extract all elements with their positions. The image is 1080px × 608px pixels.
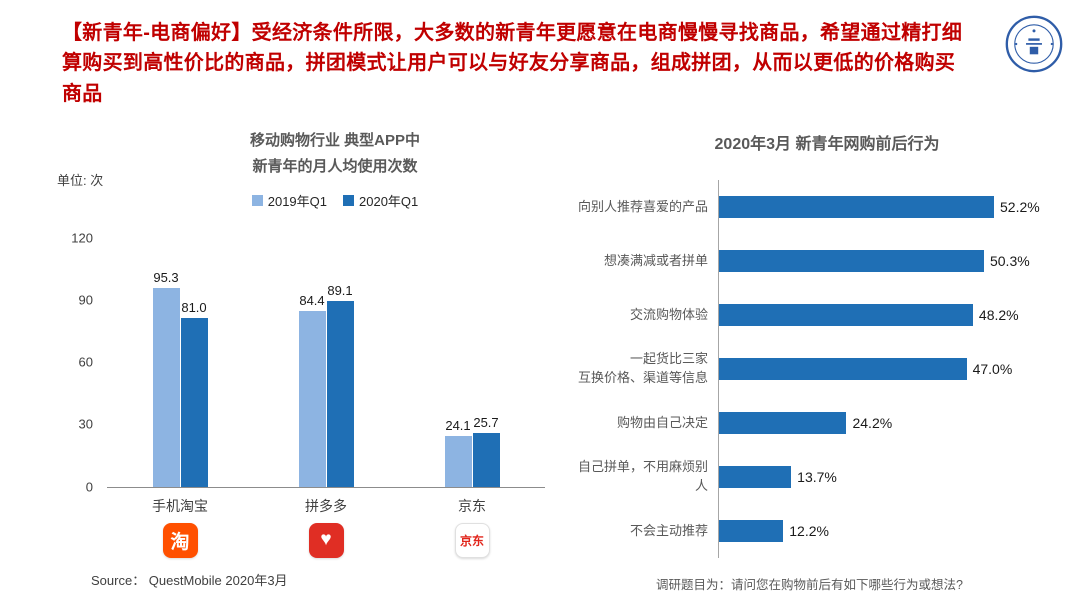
hbar-value-label: 13.7%	[797, 469, 837, 485]
bar-value-label: 84.4	[299, 292, 325, 308]
legend-label: 2020年Q1	[359, 193, 419, 209]
hbar-row: 向别人推荐喜爱的产品 52.2%	[578, 180, 1076, 234]
hbar	[719, 250, 984, 272]
bar-value-label: 95.3	[153, 269, 179, 285]
hbar-value-label: 47.0%	[972, 361, 1013, 377]
hbar	[719, 466, 792, 488]
hbar-zone: 24.2%	[718, 396, 1076, 450]
hbar-label: 不会主动推荐	[629, 522, 708, 538]
right-chart-title: 2020年3月 新青年网购前后行为	[714, 136, 940, 153]
university-logo	[1004, 14, 1064, 74]
pinduoduo-icon: ♥	[308, 522, 344, 558]
hbar-label: 自己拼单，不用麻烦别人	[578, 459, 709, 493]
category-label: 手机淘宝	[152, 497, 208, 514]
bar-groups: 95.3 81.0 84.4 89.1 24.1 25.7	[107, 238, 545, 487]
app-icon-cell: 淘	[107, 522, 253, 558]
hbar-value-label: 52.2%	[1000, 199, 1040, 215]
category-label: 京东	[458, 497, 486, 514]
hbar-row: 购物由自己决定 24.2%	[578, 396, 1076, 450]
jd-icon: 京东	[454, 522, 490, 558]
legend-swatch	[343, 194, 354, 206]
hbar-row: 想凑满减或者拼单 50.3%	[578, 234, 1076, 288]
hbar-value-label: 24.2%	[852, 415, 893, 431]
bar-wrap: 25.7	[472, 414, 500, 487]
hbar-row: 交流购物体验 48.2%	[578, 288, 1076, 342]
app-icon-row: 淘 ♥ 京东	[107, 522, 545, 558]
unit-label: 单位: 次	[57, 173, 104, 188]
legend-swatch	[251, 194, 263, 206]
taobao-icon: 淘	[162, 522, 198, 558]
bar-value-label: 25.7	[473, 414, 499, 430]
hbar	[719, 304, 973, 326]
bar-wrap: 84.4	[298, 292, 326, 487]
y-tick-label: 90	[78, 292, 93, 308]
survey-footnote: 调研题目为：请问您在购物前后有如下哪些行为或想法?	[656, 578, 963, 592]
page-title: 【新青年-电商偏好】受经济条件所限，大多数的新青年更愿意在电商慢慢寻找商品，希望…	[62, 22, 963, 105]
category-row: 手机淘宝 拼多多 京东	[107, 496, 545, 516]
bar-group: 24.1 25.7	[399, 238, 545, 487]
hbar	[719, 412, 847, 434]
hbar-label: 购物由自己决定	[616, 414, 708, 430]
bar	[180, 317, 208, 487]
bar-wrap: 89.1	[326, 282, 354, 487]
legend-item: 2019年Q1	[251, 191, 327, 210]
hbar-zone: 48.2%	[718, 288, 1076, 342]
hbar-label: 向别人推荐喜爱的产品	[578, 198, 709, 214]
hbar-zone: 13.7%	[718, 450, 1076, 504]
chart-legend: 2019年Q1 2020年Q1	[55, 191, 585, 210]
hbar-zone: 50.3%	[718, 234, 1076, 288]
hbar	[719, 520, 784, 542]
horizontal-bar-chart: 2020年3月 新青年网购前后行为 向别人推荐喜爱的产品 52.2% 想凑满减或者拼…	[578, 130, 1076, 593]
bar-group: 84.4 89.1	[253, 238, 399, 487]
bar	[326, 300, 354, 487]
hbar-label: 想凑满减或者拼单	[603, 252, 708, 268]
bar	[298, 310, 326, 487]
left-chart-title-line2: 新青年的月人均使用次数	[252, 158, 418, 176]
hbar-zone: 12.2%	[718, 504, 1076, 558]
legend-label: 2019年Q1	[267, 193, 327, 209]
legend-item: 2020年Q1	[343, 191, 418, 210]
bar-value-label: 89.1	[327, 282, 353, 298]
left-chart-title: 移动购物行业 典型APP中 新青年的月人均使用次数	[55, 128, 585, 181]
plot-area: 0 30 60 90 120 95.3 81.0 84.4 89.1 24.1 25.7	[71, 230, 545, 494]
app-icon-cell: ♥	[253, 522, 399, 558]
hbar-value-label: 12.2%	[789, 523, 829, 539]
source-note: Source： QuestMobile 2020年3月	[91, 572, 288, 588]
left-chart-title-line1: 移动购物行业 典型APP中	[249, 132, 420, 149]
bar	[472, 432, 500, 487]
hbar-row: 一起货比三家 互换价格、渠道等信息 47.0%	[578, 342, 1076, 396]
bar-wrap: 95.3	[152, 269, 180, 487]
hbar-label: 交流购物体验	[629, 306, 708, 322]
hbar-zone: 47.0%	[718, 342, 1076, 396]
bar-wrap: 81.0	[180, 299, 208, 487]
y-tick-label: 30	[78, 416, 93, 432]
y-tick-label: 60	[78, 354, 93, 370]
bar-wrap: 24.1	[444, 418, 472, 487]
category-label: 拼多多	[305, 497, 347, 514]
app-icon-cell: 京东	[399, 522, 545, 558]
y-axis: 0 30 60 90 120	[61, 230, 99, 494]
hbar-row: 不会主动推荐 12.2%	[578, 504, 1076, 558]
y-tick-label: 0	[85, 479, 93, 494]
bar-value-label: 24.1	[445, 418, 471, 434]
hbar	[719, 358, 967, 380]
hbar-rows: 向别人推荐喜爱的产品 52.2% 想凑满减或者拼单 50.3% 交流购物体验 48.2% 一…	[578, 180, 1076, 558]
bar-group: 95.3 81.0	[107, 238, 253, 487]
hbar-zone: 52.2%	[718, 180, 1076, 234]
bar	[444, 436, 472, 487]
hbar-value-label: 48.2%	[978, 307, 1019, 323]
bar	[152, 287, 180, 487]
university-seal-icon	[1005, 15, 1063, 73]
hbar-row: 自己拼单，不用麻烦别人 13.7%	[578, 450, 1076, 504]
grouped-bar-chart: 单位: 次 移动购物行业 典型APP中 新青年的月人均使用次数 2019年Q1 2…	[55, 128, 585, 589]
bar-value-label: 81.0	[181, 299, 207, 315]
hbar	[719, 196, 994, 218]
y-tick-label: 120	[71, 230, 93, 245]
hbar-label: 一起货比三家 互换价格、渠道等信息	[578, 351, 709, 385]
hbar-value-label: 50.3%	[989, 253, 1030, 269]
